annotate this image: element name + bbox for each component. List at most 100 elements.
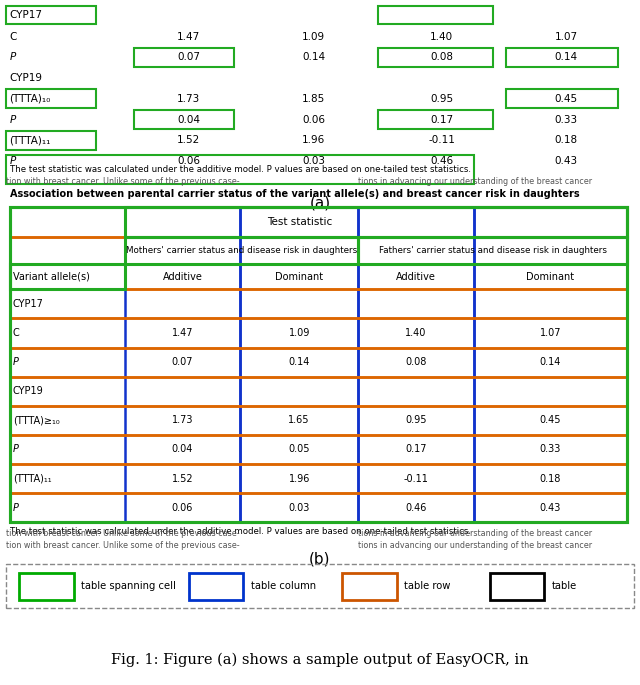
Text: P: P [13,357,19,367]
Text: 0.46: 0.46 [430,156,453,166]
Bar [189,573,243,599]
Text: CYP17: CYP17 [13,299,44,309]
Bar [342,573,397,599]
Text: P: P [10,156,16,166]
Text: 0.43: 0.43 [555,156,578,166]
Text: Additive: Additive [396,272,436,282]
Text: 0.18: 0.18 [555,136,578,145]
Text: C: C [10,32,17,42]
Text: 1.47: 1.47 [177,32,200,42]
Bar [10,319,627,347]
Text: 0.14: 0.14 [555,53,578,62]
Text: table spanning cell: table spanning cell [81,582,176,591]
Text: 0.43: 0.43 [540,503,561,512]
Text: P: P [13,503,19,512]
Bar [10,493,627,522]
Text: 0.07: 0.07 [172,357,193,367]
Bar [134,110,234,129]
Bar [358,237,627,264]
Text: 0.08: 0.08 [430,53,453,62]
Bar [125,208,240,522]
Text: 0.06: 0.06 [172,503,193,512]
Bar [10,406,627,435]
Bar [474,208,627,522]
Text: 0.18: 0.18 [540,473,561,484]
Text: Fathers' carrier status and disease risk in daughters: Fathers' carrier status and disease risk… [379,246,607,255]
Bar [240,208,358,522]
Bar [506,48,618,67]
Text: 0.14: 0.14 [289,357,310,367]
Text: (TTTA)≥₁₀: (TTTA)≥₁₀ [13,415,60,425]
Text: tions in advancing our understanding of the breast cancer: tions in advancing our understanding of … [358,177,593,186]
Bar [10,289,627,319]
Text: tion with breast cancer. Unlike some of the previous case-: tion with breast cancer. Unlike some of … [6,529,240,538]
Text: 1.52: 1.52 [172,473,193,484]
Text: 0.03: 0.03 [289,503,310,512]
Bar [19,573,74,599]
Text: 0.14: 0.14 [540,357,561,367]
Bar [125,237,358,264]
Text: (a): (a) [309,196,331,211]
Text: CYP19: CYP19 [10,73,43,83]
Bar [125,208,627,237]
Text: 0.45: 0.45 [555,94,578,104]
Text: 0.04: 0.04 [172,445,193,454]
Bar [10,208,627,237]
Bar [10,464,627,493]
Text: 0.03: 0.03 [302,156,325,166]
Bar [6,90,96,108]
Bar [10,347,627,377]
Text: -0.11: -0.11 [428,136,455,145]
Bar [506,90,618,108]
Text: 1.52: 1.52 [177,136,200,145]
Bar [10,377,627,406]
Text: Fig. 1: Figure (a) shows a sample output of EasyOCR, in: Fig. 1: Figure (a) shows a sample output… [111,653,529,667]
Bar [6,5,96,25]
Text: CYP17: CYP17 [10,10,43,20]
Text: 1.40: 1.40 [405,328,427,338]
Text: tion with breast cancer. Unlike some of the previous case-: tion with breast cancer. Unlike some of … [6,177,240,186]
Bar [378,5,493,25]
Text: Test statistic: Test statistic [267,217,332,227]
Text: tions in advancing our understanding of the breast cancer: tions in advancing our understanding of … [358,529,593,538]
Text: -0.11: -0.11 [404,473,428,484]
Text: The test statistic was calculated under the additive model. P values are based o: The test statistic was calculated under … [10,527,470,536]
Text: The test statistic was calculated under the additive model. P values are based o: The test statistic was calculated under … [10,165,470,174]
Text: 0.95: 0.95 [430,94,453,104]
Text: (TTTA)₁₀: (TTTA)₁₀ [10,94,51,104]
Text: 1.73: 1.73 [172,415,193,425]
Text: 1.09: 1.09 [302,32,325,42]
Bar [6,155,474,184]
Text: 1.96: 1.96 [302,136,325,145]
Text: 0.07: 0.07 [177,53,200,62]
Text: 1.47: 1.47 [172,328,193,338]
Text: Dominant: Dominant [526,272,575,282]
Bar [378,48,493,67]
Text: 1.40: 1.40 [430,32,453,42]
Text: table: table [552,582,577,591]
Text: (TTTA)₁₁: (TTTA)₁₁ [10,136,51,145]
Text: 1.07: 1.07 [540,328,561,338]
Text: table column: table column [251,582,316,591]
Text: Mothers' carrier status and disease risk in daughters: Mothers' carrier status and disease risk… [126,246,357,255]
Text: 0.14: 0.14 [302,53,325,62]
Text: Dominant: Dominant [275,272,323,282]
Text: 0.33: 0.33 [540,445,561,454]
Bar [10,237,627,264]
Text: 1.07: 1.07 [555,32,578,42]
Text: Association between parental carrier status of the variant allele(s) and breast : Association between parental carrier sta… [10,189,579,199]
Text: P: P [10,53,16,62]
Text: 0.95: 0.95 [405,415,427,425]
Text: 0.17: 0.17 [430,114,453,125]
Text: Variant allele(s): Variant allele(s) [13,272,90,282]
Text: tions in advancing our understanding of the breast cancer: tions in advancing our understanding of … [358,540,593,549]
Text: CYP19: CYP19 [13,386,44,396]
Text: 1.96: 1.96 [289,473,310,484]
Text: 0.08: 0.08 [405,357,427,367]
Text: (TTTA)₁₁: (TTTA)₁₁ [13,473,51,484]
Text: (b): (b) [309,551,331,566]
Text: 0.04: 0.04 [177,114,200,125]
Bar [6,131,96,150]
Text: table row: table row [404,582,451,591]
Bar [10,264,125,289]
